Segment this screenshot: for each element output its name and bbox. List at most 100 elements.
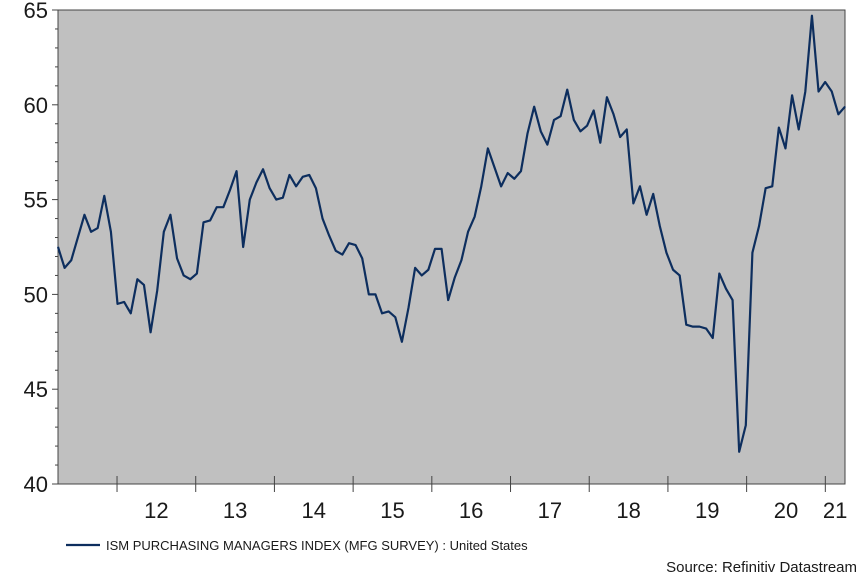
data-point: [103, 195, 105, 197]
x-tick-label: 20: [774, 498, 798, 523]
data-point: [507, 172, 509, 174]
data-point: [546, 144, 548, 146]
data-point: [639, 185, 641, 187]
data-point: [414, 267, 416, 269]
data-point: [229, 189, 231, 191]
y-tick-label: 55: [24, 188, 48, 213]
data-point: [573, 119, 575, 121]
series-line: [56, 14, 846, 453]
data-point: [672, 269, 674, 271]
data-point: [407, 307, 410, 309]
data-point: [242, 246, 244, 248]
data-point: [216, 206, 218, 208]
data-point: [731, 299, 734, 301]
data-point: [57, 246, 59, 248]
data-point: [401, 341, 403, 343]
data-point: [394, 316, 396, 318]
data-point: [692, 326, 694, 328]
data-point: [698, 326, 701, 328]
data-point: [434, 248, 436, 250]
x-tick-label: 12: [144, 498, 168, 523]
x-tick-label: 18: [616, 498, 640, 523]
data-point: [110, 231, 112, 233]
data-point: [685, 324, 687, 326]
plot-background: [57, 9, 846, 485]
data-point: [235, 170, 238, 172]
data-point: [526, 132, 529, 134]
data-point: [771, 185, 773, 187]
data-point: [804, 90, 806, 93]
data-point: [355, 244, 357, 246]
data-point: [308, 174, 310, 176]
data-point: [269, 187, 271, 189]
data-point: [249, 199, 251, 201]
data-point: [665, 252, 668, 254]
data-point: [295, 185, 297, 187]
data-point: [493, 166, 496, 168]
data-point: [282, 197, 284, 199]
data-point: [798, 128, 800, 131]
data-point: [90, 231, 92, 233]
data-point: [646, 214, 648, 216]
data-point: [255, 181, 257, 184]
data-point: [765, 187, 767, 189]
data-point: [553, 119, 555, 121]
data-point: [262, 168, 264, 170]
data-point: [421, 274, 423, 277]
data-point: [758, 225, 760, 227]
data-point: [335, 250, 337, 252]
data-point: [361, 257, 363, 259]
data-point: [64, 267, 66, 269]
data-point: [348, 242, 350, 244]
data-point: [712, 337, 714, 339]
data-point: [612, 113, 615, 115]
data-point: [130, 312, 132, 314]
data-point: [328, 235, 330, 237]
data-point: [579, 130, 582, 132]
data-point: [163, 231, 165, 233]
data-point: [183, 274, 185, 277]
data-point: [176, 257, 178, 259]
legend-label: ISM PURCHASING MANAGERS INDEX (MFG SURVE…: [106, 538, 528, 553]
data-point: [149, 331, 152, 333]
data-point: [520, 170, 522, 172]
data-point: [202, 221, 205, 223]
y-axis: 40 45 50 55 60 65: [24, 0, 58, 497]
data-point: [560, 115, 562, 117]
data-point: [209, 219, 211, 222]
data-point: [586, 125, 588, 127]
data-point: [116, 303, 119, 305]
data-point: [844, 106, 846, 108]
data-point: [831, 90, 833, 93]
data-point: [388, 310, 390, 313]
data-point: [566, 89, 568, 91]
data-point: [189, 278, 191, 280]
data-point: [626, 128, 628, 131]
data-point: [513, 178, 515, 180]
source-note: Source: Refinitiv Datastream: [666, 559, 857, 576]
data-point: [474, 216, 476, 218]
data-point: [824, 81, 826, 83]
data-point: [540, 130, 542, 132]
y-tick-label: 40: [24, 472, 48, 497]
data-point: [302, 176, 304, 178]
data-point: [725, 288, 727, 290]
data-point: [447, 299, 449, 301]
data-point: [738, 451, 740, 453]
data-point: [705, 327, 707, 330]
data-point: [169, 214, 172, 216]
legend: ISM PURCHASING MANAGERS INDEX (MFG SURVE…: [66, 538, 528, 553]
data-point: [679, 274, 681, 277]
data-point: [745, 424, 747, 426]
y-tick-label: 60: [24, 93, 48, 118]
data-point: [817, 90, 820, 93]
data-point: [156, 290, 158, 292]
data-point: [454, 276, 456, 278]
data-point: [196, 272, 198, 275]
data-point: [381, 312, 383, 314]
data-point: [632, 202, 634, 204]
data-point: [487, 147, 489, 150]
data-point: [606, 96, 608, 98]
data-point: [143, 284, 145, 286]
x-tick-label: 21: [823, 498, 847, 523]
